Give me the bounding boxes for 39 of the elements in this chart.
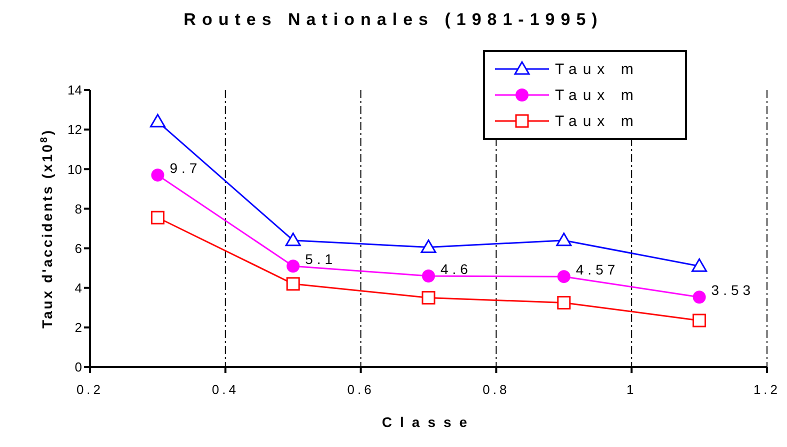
point: [420, 240, 436, 254]
y-tick-label: 2: [74, 320, 82, 336]
point: [692, 290, 706, 304]
y-tick-label: 14: [68, 82, 82, 98]
point: [285, 232, 301, 246]
data-label: 3.53: [711, 282, 755, 298]
point: [151, 168, 164, 182]
point: [692, 258, 708, 272]
x-axis-title: Classe: [382, 414, 476, 430]
chart-title: Routes Nationales (1981-1995): [182, 10, 604, 30]
x-tick-label: 0.4: [212, 382, 239, 398]
y-tick-label: 0: [74, 360, 82, 375]
point: [422, 291, 436, 304]
x-tick-label: 0.8: [482, 382, 510, 398]
point: [557, 296, 571, 310]
data-label: 4.6: [440, 260, 472, 277]
x-tick-label: 0.2: [76, 382, 104, 398]
legend-label: Taux m: [555, 86, 640, 104]
point: [150, 114, 166, 128]
data-label: 5.1: [305, 251, 337, 268]
y-tick-label: 12: [68, 122, 82, 138]
legend-label: Taux m: [555, 60, 640, 78]
data-label: 4.57: [576, 262, 620, 278]
y-tick-label: 6: [74, 240, 82, 256]
point: [422, 269, 435, 282]
data-label: 9.7: [170, 160, 202, 176]
legend-label: Taux m: [555, 112, 640, 130]
y-tick-label: 10: [68, 162, 82, 177]
point: [286, 277, 300, 291]
point: [556, 232, 572, 246]
x-tick-label: 1: [626, 382, 637, 398]
x-tick-label: 0.6: [347, 382, 374, 398]
point: [557, 270, 570, 284]
point: [692, 314, 706, 328]
point: [150, 210, 164, 224]
y-tick-label: 4: [74, 280, 82, 296]
x-tick-label: 1.2: [753, 382, 781, 398]
point: [286, 260, 300, 273]
y-tick-label: 8: [74, 201, 82, 216]
